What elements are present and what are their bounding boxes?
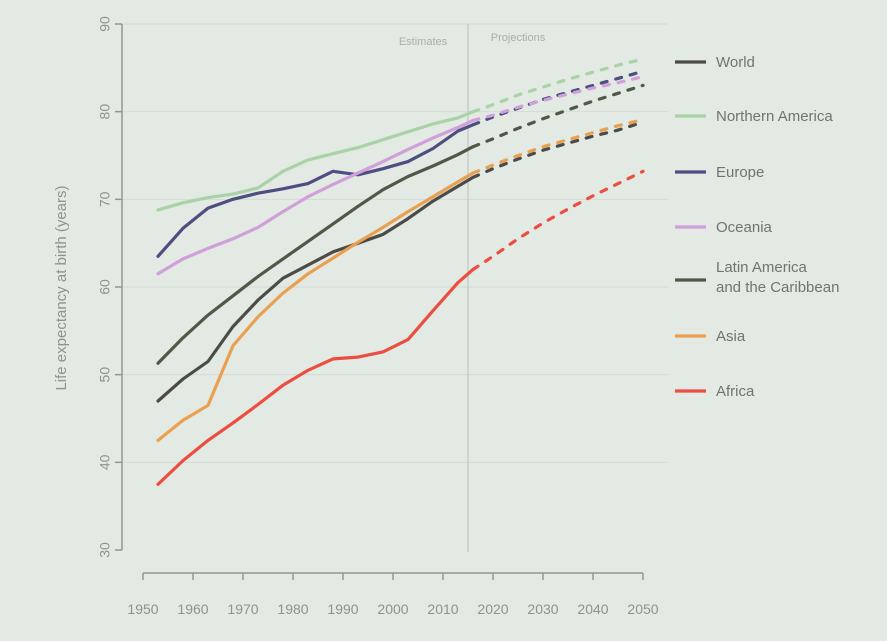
x-tick-label: 2000 — [377, 601, 408, 617]
x-tick-label: 2020 — [477, 601, 508, 617]
series-line-estimates — [156, 171, 475, 442]
y-tick-label: 60 — [97, 279, 113, 295]
y-tick-label: 50 — [97, 367, 113, 383]
series-line-estimates — [156, 123, 475, 258]
axes — [121, 24, 643, 574]
y-tick-label: 70 — [97, 191, 113, 207]
y-tick-label: 90 — [97, 16, 113, 32]
x-tick-label: 2010 — [427, 601, 458, 617]
x-tick-label: 2030 — [527, 601, 558, 617]
series-line-projections — [471, 169, 645, 272]
series-line-projections — [471, 120, 645, 179]
y-tick-label: 30 — [97, 542, 113, 558]
legend-label: Latin America and the Caribbean — [716, 259, 839, 296]
series-line-estimates — [156, 145, 475, 365]
series-line-estimates — [156, 267, 475, 486]
x-tick-label: 1950 — [127, 601, 158, 617]
series-line-estimates — [156, 110, 475, 212]
x-tick-label: 2050 — [627, 601, 658, 617]
x-tick-label: 1980 — [277, 601, 308, 617]
legend-label: Oceania — [716, 219, 773, 236]
x-tick-label: 1990 — [327, 601, 358, 617]
series-line-estimates — [156, 175, 475, 403]
legend-label: Europe — [716, 164, 764, 181]
series-line-estimates — [156, 118, 475, 276]
series-line-projections — [471, 57, 645, 114]
legend-label: Africa — [716, 383, 755, 400]
series-lines — [156, 57, 645, 486]
x-tick-label: 2040 — [577, 601, 608, 617]
legend: World Northern America Europe Oceania Latin … — [675, 54, 839, 400]
legend-label: Asia — [716, 328, 746, 345]
legend-label: World — [716, 54, 755, 71]
series-line-projections — [471, 83, 645, 149]
x-axis-ticks: 1950 1960 1970 1980 1990 2000 2010 2020 2030 2040… — [127, 573, 659, 617]
grid-lines — [122, 23, 668, 463]
x-tick-label: 1960 — [177, 601, 208, 617]
x-tick-label: 1970 — [227, 601, 258, 617]
estimates-label: Estimates — [399, 36, 448, 48]
series-line-projections — [471, 69, 645, 127]
legend-label: Northern America — [716, 108, 833, 125]
projections-label: Projections — [491, 32, 546, 44]
y-tick-label: 80 — [97, 104, 113, 120]
y-axis-label: Life expectancy at birth (years) — [53, 185, 70, 390]
y-axis-ticks: 30 40 50 60 70 80 90 — [97, 16, 122, 558]
y-tick-label: 40 — [97, 454, 113, 470]
